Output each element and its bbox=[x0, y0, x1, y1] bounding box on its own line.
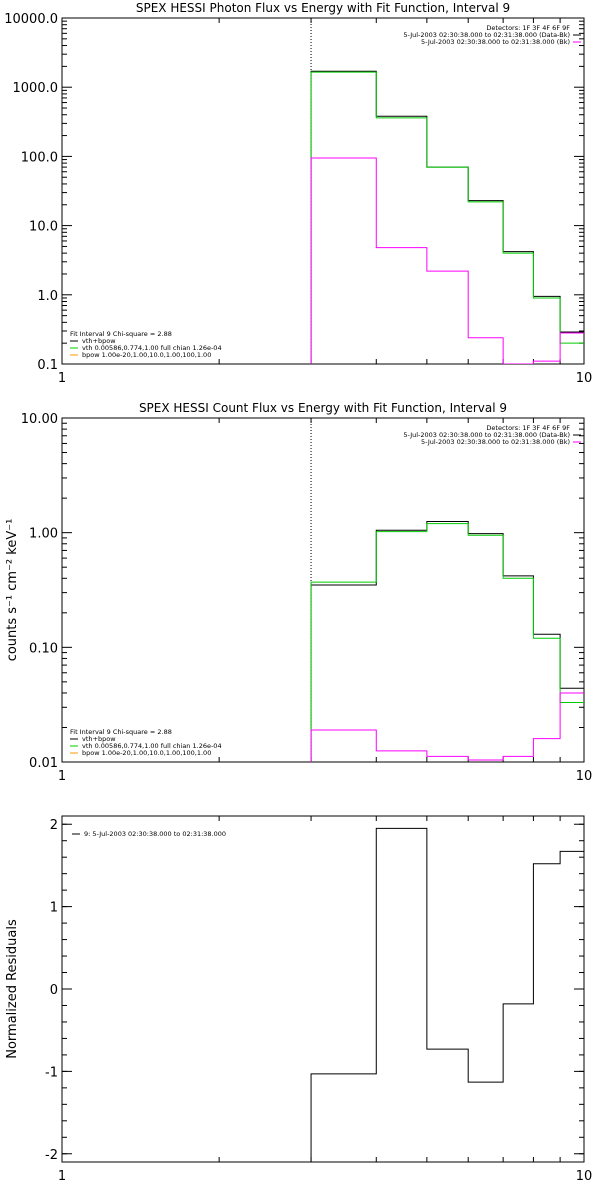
y-tick-label: 2 bbox=[50, 818, 58, 833]
y-tick-label: 0.01 bbox=[29, 756, 58, 771]
y-tick-label: 0.10 bbox=[29, 641, 58, 656]
chart-panel-1: SPEX HESSI Photon Flux vs Energy with Fi… bbox=[4, 1, 592, 386]
series-model-vth bbox=[310, 71, 584, 364]
y-tick-label: 10.00 bbox=[21, 412, 58, 427]
legend-entry: Fit Interval 9 Chi-square = 2.88 bbox=[70, 728, 172, 736]
legend-entry: vth 0.00586,0.774,1.00 full chian 1.26e-… bbox=[82, 344, 222, 352]
series-model-vth bbox=[310, 523, 584, 762]
series-data bbox=[310, 521, 584, 762]
y-tick-label: 1 bbox=[50, 901, 58, 916]
y-axis-label: Normalized Residuals bbox=[5, 919, 20, 1059]
x-tick-label: 10 bbox=[576, 371, 593, 386]
legend-entry: 5-Jul-2003 02:30:38.000 to 02:31:38.000 … bbox=[403, 31, 570, 39]
series-model-sum bbox=[310, 692, 584, 762]
y-tick-label: 100.0 bbox=[21, 150, 58, 165]
x-tick-label: 10 bbox=[576, 769, 593, 784]
legend-entry: Detectors: 1F 3F 4F 6F 9F bbox=[486, 424, 570, 432]
legend-entry: vth+bpow bbox=[82, 735, 116, 743]
legend-entry: Detectors: 1F 3F 4F 6F 9F bbox=[486, 24, 570, 32]
series-group bbox=[310, 70, 584, 364]
y-tick-label: 10000.0 bbox=[4, 12, 58, 27]
series-group bbox=[310, 521, 584, 762]
chart-title: SPEX HESSI Photon Flux vs Energy with Fi… bbox=[136, 1, 510, 15]
legend-entry: 5-Jul-2003 02:30:38.000 to 02:31:38.000 … bbox=[421, 438, 570, 446]
legend-entry: 9: 5-Jul-2003 02:30:38.000 to 02:31:38.0… bbox=[84, 830, 226, 838]
series-group bbox=[310, 827, 584, 1162]
legend-entry: 5-Jul-2003 02:30:38.000 to 02:31:38.000 … bbox=[403, 431, 570, 439]
legend-entry: bpow 1.00e-20,1.00,10.0,1.00,100,1.00 bbox=[82, 351, 211, 359]
legend-entry: vth+bpow bbox=[82, 337, 116, 345]
x-tick-label: 1 bbox=[58, 371, 66, 386]
chart-panel-3: Normalized Residuals 1 10 -2 -1 0 1 2 9: 5-Jul-2… bbox=[5, 815, 593, 1184]
y-tick-label: 1.0 bbox=[37, 289, 58, 304]
series-data bbox=[310, 70, 584, 364]
y-tick-label: 1.00 bbox=[29, 527, 58, 542]
legend-entry: vth 0.00586,0.774,1.00 full chian 1.26e-… bbox=[82, 742, 222, 750]
y-tick-label: 0 bbox=[50, 983, 58, 998]
series-model-sum bbox=[310, 157, 584, 364]
y-tick-label: 1000.0 bbox=[13, 81, 59, 96]
y-tick-label: 10.0 bbox=[29, 220, 58, 235]
legend-entry: Fit Interval 9 Chi-square = 2.88 bbox=[70, 330, 172, 338]
plot-frame bbox=[61, 417, 585, 763]
chart-title: SPEX HESSI Count Flux vs Energy with Fit… bbox=[139, 401, 507, 415]
series-data bbox=[310, 827, 584, 1162]
x-tick-label: 1 bbox=[58, 1169, 66, 1184]
x-tick-label: 1 bbox=[58, 769, 66, 784]
legend-entry: bpow 1.00e-20,1.00,10.0,1.00,100,1.00 bbox=[82, 749, 211, 757]
y-tick-label: -1 bbox=[45, 1065, 58, 1080]
y-tick-label: 0.1 bbox=[37, 358, 58, 373]
legend-entry: 5-Jul-2003 02:30:38.000 to 02:31:38.000 … bbox=[421, 38, 570, 46]
plot-frame bbox=[61, 17, 585, 365]
y-tick-label: -2 bbox=[45, 1148, 58, 1163]
plot-frame bbox=[61, 815, 585, 1163]
x-tick-label: 10 bbox=[576, 1169, 593, 1184]
chart-panel-2: SPEX HESSI Count Flux vs Energy with Fit… bbox=[5, 401, 592, 784]
y-axis-label: counts s⁻¹ cm⁻² keV⁻¹ bbox=[5, 519, 20, 662]
